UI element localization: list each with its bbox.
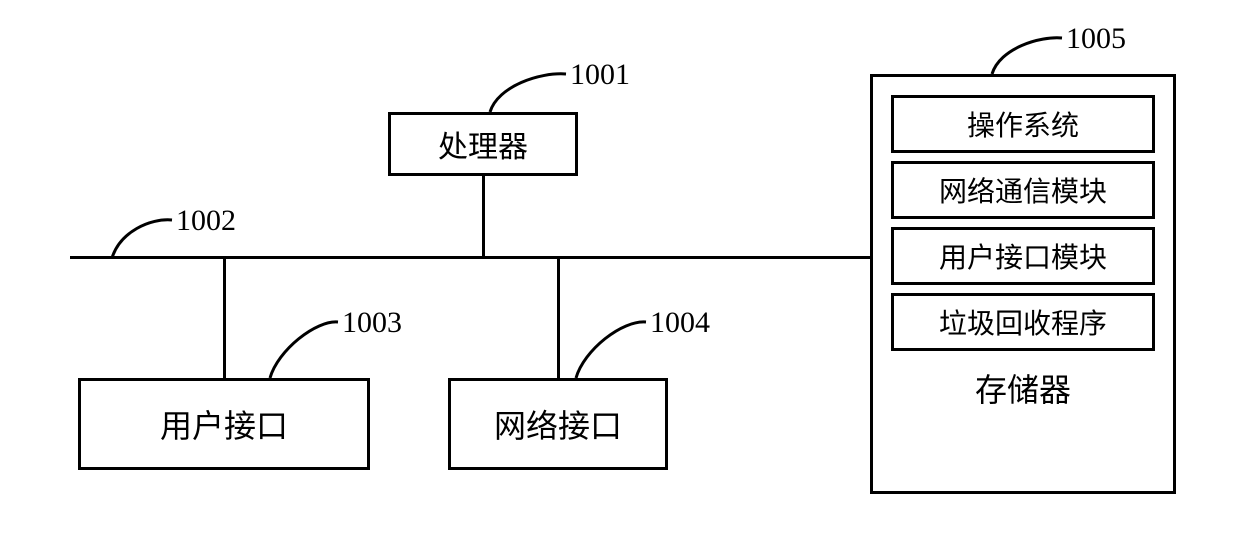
leader-1005 (0, 0, 1240, 553)
diagram-stage: 处理器 用户接口 网络接口 操作系统 网络通信模块 用户接口模块 垃圾回收程序 … (0, 0, 1240, 553)
